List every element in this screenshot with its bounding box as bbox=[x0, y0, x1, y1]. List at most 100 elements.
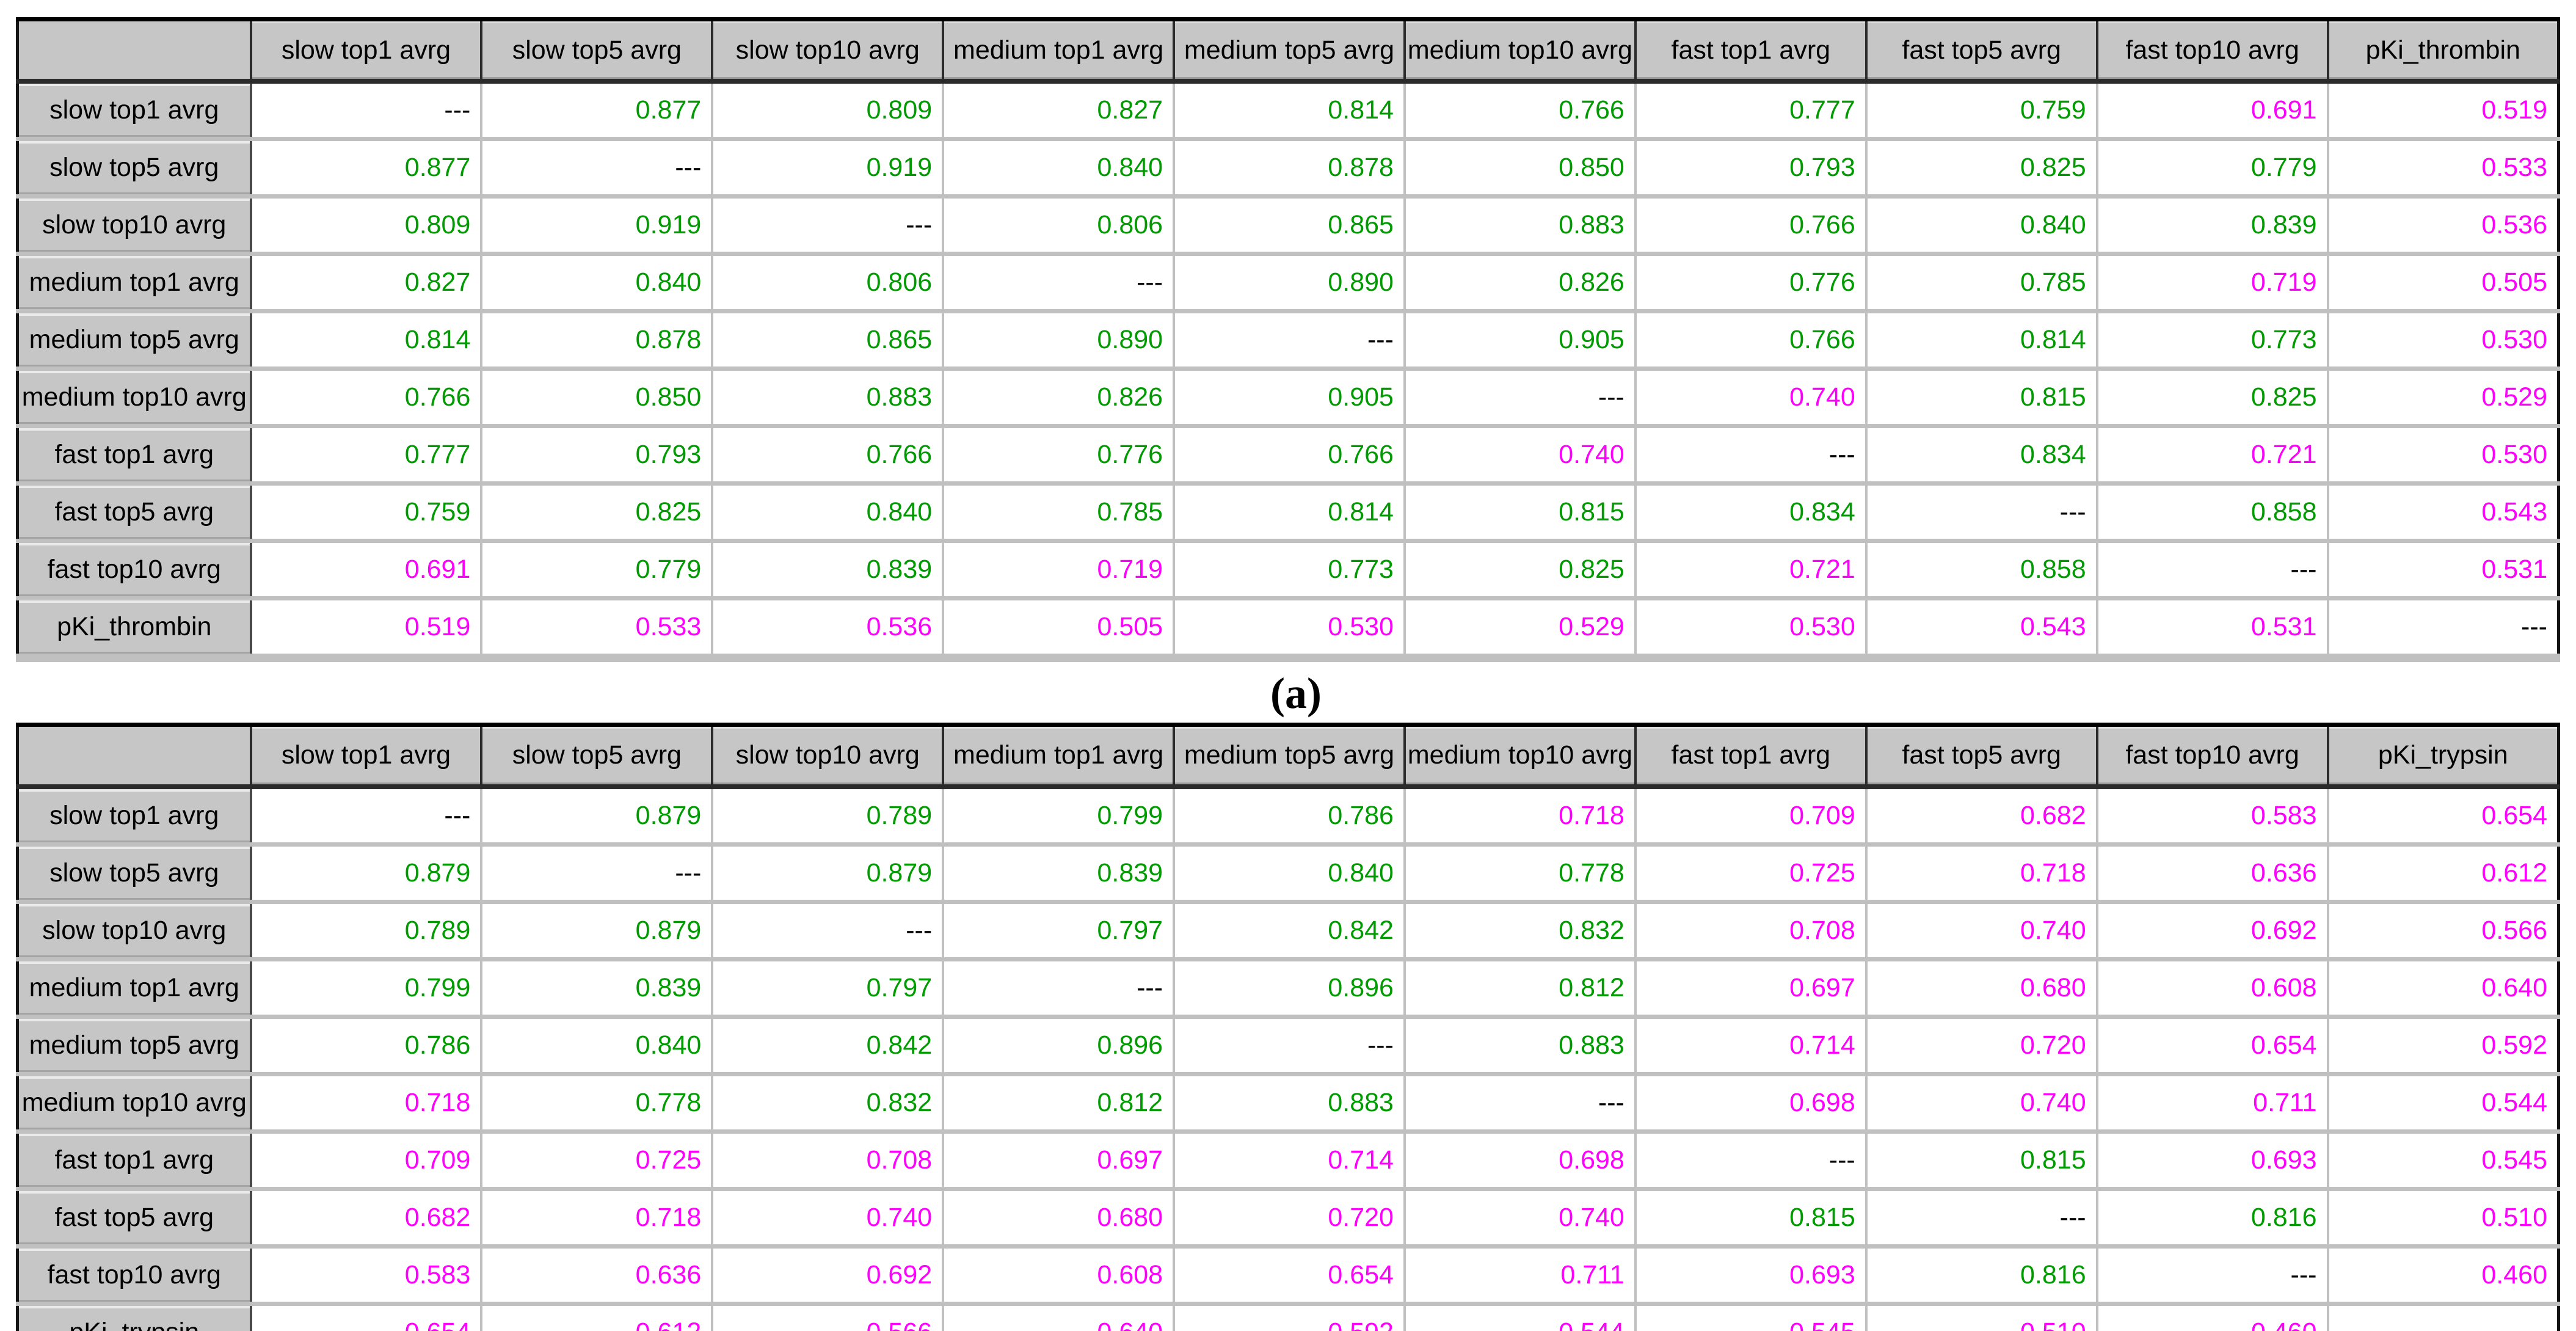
value-cell[interactable]: 0.883 bbox=[1403, 194, 1635, 254]
value-cell[interactable]: 0.877 bbox=[249, 137, 482, 197]
value-cell[interactable]: 0.460 bbox=[2095, 1301, 2328, 1331]
value-cell[interactable]: 0.530 bbox=[2326, 424, 2559, 484]
value-cell[interactable]: 0.721 bbox=[1634, 539, 1866, 599]
value-cell[interactable]: 0.519 bbox=[2326, 79, 2559, 139]
value-cell[interactable]: 0.505 bbox=[2326, 252, 2559, 312]
value-cell[interactable]: 0.879 bbox=[249, 842, 482, 902]
value-cell[interactable]: 0.806 bbox=[942, 194, 1174, 254]
value-cell[interactable]: 0.827 bbox=[249, 252, 482, 312]
value-cell[interactable]: 0.825 bbox=[2095, 366, 2328, 426]
column-header[interactable]: slow top5 avrg bbox=[480, 724, 713, 789]
value-cell[interactable]: 0.740 bbox=[1403, 424, 1635, 484]
value-cell[interactable]: 0.682 bbox=[1865, 784, 2097, 845]
value-cell[interactable]: 0.519 bbox=[249, 596, 482, 658]
value-cell[interactable]: 0.510 bbox=[1865, 1301, 2097, 1331]
value-cell[interactable]: 0.583 bbox=[249, 1244, 482, 1304]
diagonal-cell[interactable]: --- bbox=[480, 137, 713, 197]
value-cell[interactable]: 0.842 bbox=[1173, 899, 1405, 960]
value-cell[interactable]: 0.545 bbox=[1634, 1301, 1866, 1331]
value-cell[interactable]: 0.890 bbox=[1173, 252, 1405, 312]
value-cell[interactable]: 0.799 bbox=[942, 784, 1174, 845]
value-cell[interactable]: 0.536 bbox=[2326, 194, 2559, 254]
value-cell[interactable]: 0.709 bbox=[1634, 784, 1866, 845]
diagonal-cell[interactable]: --- bbox=[1173, 309, 1405, 369]
diagonal-cell[interactable]: --- bbox=[1865, 481, 2097, 541]
value-cell[interactable]: 0.850 bbox=[480, 366, 713, 426]
value-cell[interactable]: 0.711 bbox=[2095, 1071, 2328, 1132]
value-cell[interactable]: 0.544 bbox=[2326, 1071, 2559, 1132]
value-cell[interactable]: 0.714 bbox=[1173, 1129, 1405, 1189]
value-cell[interactable]: 0.719 bbox=[2095, 252, 2328, 312]
value-cell[interactable]: 0.543 bbox=[1865, 596, 2097, 658]
value-cell[interactable]: 0.636 bbox=[2095, 842, 2328, 902]
value-cell[interactable]: 0.692 bbox=[711, 1244, 944, 1304]
column-header[interactable]: slow top1 avrg bbox=[249, 724, 482, 789]
value-cell[interactable]: 0.879 bbox=[480, 899, 713, 960]
row-header[interactable]: fast top5 avrg bbox=[17, 1186, 252, 1247]
value-cell[interactable]: 0.718 bbox=[249, 1071, 482, 1132]
value-cell[interactable]: 0.640 bbox=[942, 1301, 1174, 1331]
corner-cell[interactable] bbox=[17, 19, 252, 84]
value-cell[interactable]: 0.840 bbox=[480, 1014, 713, 1074]
column-header[interactable]: medium top10 avrg bbox=[1403, 19, 1635, 84]
value-cell[interactable]: 0.773 bbox=[2095, 309, 2328, 369]
value-cell[interactable]: 0.839 bbox=[711, 539, 944, 599]
value-cell[interactable]: 0.640 bbox=[2326, 957, 2559, 1017]
value-cell[interactable]: 0.896 bbox=[942, 1014, 1174, 1074]
value-cell[interactable]: 0.806 bbox=[711, 252, 944, 312]
value-cell[interactable]: 0.826 bbox=[942, 366, 1174, 426]
value-cell[interactable]: 0.879 bbox=[711, 842, 944, 902]
diagonal-cell[interactable]: --- bbox=[249, 784, 482, 845]
value-cell[interactable]: 0.825 bbox=[480, 481, 713, 541]
value-cell[interactable]: 0.865 bbox=[1173, 194, 1405, 254]
value-cell[interactable]: 0.839 bbox=[2095, 194, 2328, 254]
value-cell[interactable]: 0.740 bbox=[1403, 1186, 1635, 1247]
value-cell[interactable]: 0.865 bbox=[711, 309, 944, 369]
value-cell[interactable]: 0.776 bbox=[1634, 252, 1866, 312]
value-cell[interactable]: 0.816 bbox=[2095, 1186, 2328, 1247]
diagonal-cell[interactable]: --- bbox=[2326, 596, 2559, 658]
row-header[interactable]: slow top1 avrg bbox=[17, 79, 252, 139]
value-cell[interactable]: 0.697 bbox=[942, 1129, 1174, 1189]
column-header[interactable]: fast top10 avrg bbox=[2095, 724, 2328, 789]
value-cell[interactable]: 0.709 bbox=[249, 1129, 482, 1189]
value-cell[interactable]: 0.536 bbox=[711, 596, 944, 658]
value-cell[interactable]: 0.777 bbox=[249, 424, 482, 484]
row-header[interactable]: medium top10 avrg bbox=[17, 1071, 252, 1132]
value-cell[interactable]: 0.814 bbox=[249, 309, 482, 369]
value-cell[interactable]: 0.815 bbox=[1865, 1129, 2097, 1189]
value-cell[interactable]: 0.816 bbox=[1865, 1244, 2097, 1304]
value-cell[interactable]: 0.773 bbox=[1173, 539, 1405, 599]
value-cell[interactable]: 0.883 bbox=[1403, 1014, 1635, 1074]
diagonal-cell[interactable]: --- bbox=[2326, 1301, 2559, 1331]
value-cell[interactable]: 0.460 bbox=[2326, 1244, 2559, 1304]
value-cell[interactable]: 0.510 bbox=[2326, 1186, 2559, 1247]
value-cell[interactable]: 0.779 bbox=[2095, 137, 2328, 197]
row-header[interactable]: medium top5 avrg bbox=[17, 1014, 252, 1074]
row-header[interactable]: slow top10 avrg bbox=[17, 899, 252, 960]
value-cell[interactable]: 0.815 bbox=[1865, 366, 2097, 426]
value-cell[interactable]: 0.691 bbox=[2095, 79, 2328, 139]
value-cell[interactable]: 0.879 bbox=[480, 784, 713, 845]
value-cell[interactable]: 0.905 bbox=[1403, 309, 1635, 369]
value-cell[interactable]: 0.714 bbox=[1634, 1014, 1866, 1074]
value-cell[interactable]: 0.654 bbox=[2095, 1014, 2328, 1074]
value-cell[interactable]: 0.826 bbox=[1403, 252, 1635, 312]
value-cell[interactable]: 0.919 bbox=[480, 194, 713, 254]
value-cell[interactable]: 0.545 bbox=[2326, 1129, 2559, 1189]
value-cell[interactable]: 0.718 bbox=[1403, 784, 1635, 845]
value-cell[interactable]: 0.698 bbox=[1634, 1071, 1866, 1132]
diagonal-cell[interactable]: --- bbox=[1173, 1014, 1405, 1074]
value-cell[interactable]: 0.693 bbox=[1634, 1244, 1866, 1304]
value-cell[interactable]: 0.809 bbox=[711, 79, 944, 139]
column-header[interactable]: medium top10 avrg bbox=[1403, 724, 1635, 789]
value-cell[interactable]: 0.786 bbox=[249, 1014, 482, 1074]
value-cell[interactable]: 0.533 bbox=[2326, 137, 2559, 197]
row-header[interactable]: pKi_trypsin bbox=[17, 1301, 252, 1331]
value-cell[interactable]: 0.779 bbox=[480, 539, 713, 599]
value-cell[interactable]: 0.797 bbox=[711, 957, 944, 1017]
value-cell[interactable]: 0.725 bbox=[1634, 842, 1866, 902]
value-cell[interactable]: 0.721 bbox=[2095, 424, 2328, 484]
value-cell[interactable]: 0.529 bbox=[1403, 596, 1635, 658]
column-header[interactable]: fast top5 avrg bbox=[1865, 724, 2097, 789]
